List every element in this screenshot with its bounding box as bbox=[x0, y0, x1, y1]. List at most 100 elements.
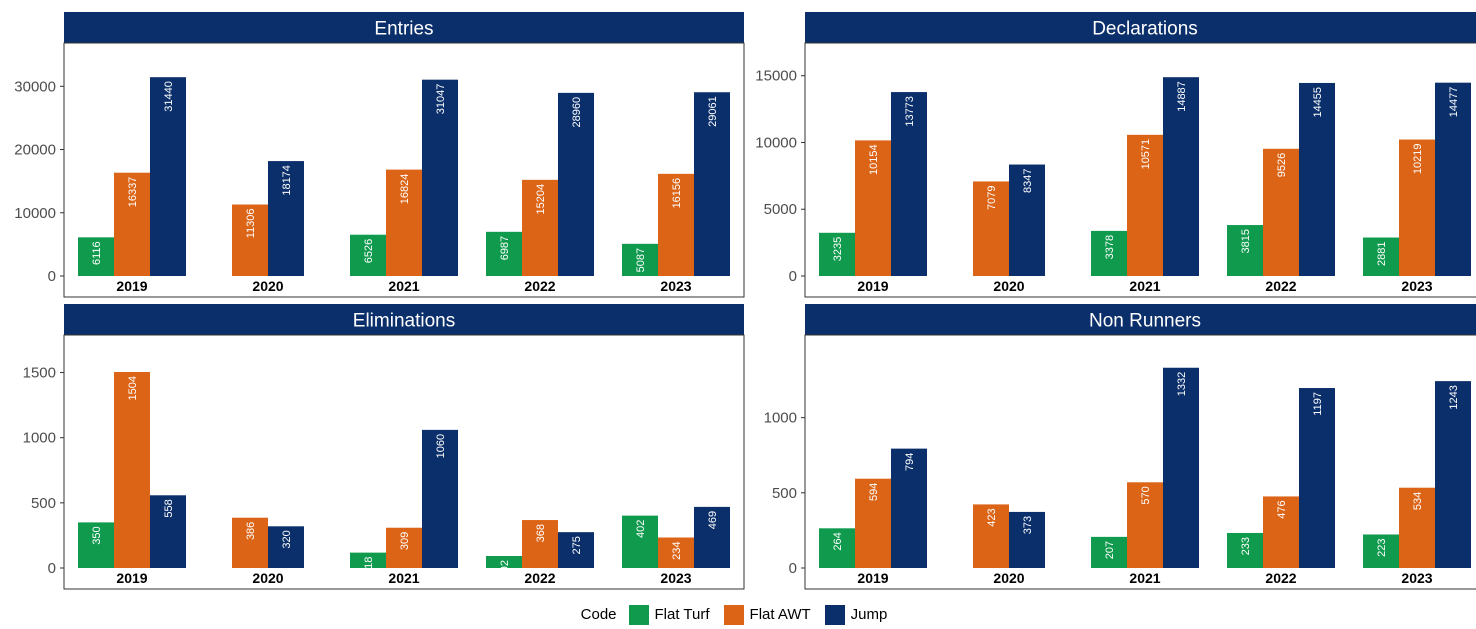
legend-label-flat-turf: Flat Turf bbox=[654, 606, 710, 623]
legend-swatch-jump bbox=[824, 604, 845, 625]
bar-jump-2022 bbox=[558, 92, 594, 276]
bar-jump-2023 bbox=[1435, 82, 1471, 276]
bar-jump-2019 bbox=[891, 448, 927, 568]
bar-flat-turf-2023 bbox=[1363, 237, 1399, 276]
x-tick-label-2023: 2023 bbox=[660, 278, 691, 294]
bar-flat-turf-2023 bbox=[622, 515, 658, 568]
data-label-flat-turf-2023: 2881 bbox=[1376, 242, 1388, 266]
x-tick-label-2020: 2020 bbox=[252, 278, 283, 294]
bar-jump-2022 bbox=[558, 532, 594, 568]
bar-flat-awt-2021 bbox=[386, 169, 422, 276]
data-label-jump-2019: 794 bbox=[904, 453, 916, 471]
x-tick-label-2022: 2022 bbox=[524, 278, 555, 294]
data-label-jump-2023: 1243 bbox=[1448, 385, 1460, 409]
data-label-flat-awt-2019: 1504 bbox=[127, 376, 139, 400]
panel-declarations: Declarations 0 5000 10000 15000 3235 10154 1377… bbox=[755, 12, 1476, 298]
y-tick-label-1500: 1500 bbox=[23, 365, 56, 382]
bar-flat-awt-2020 bbox=[232, 517, 268, 568]
x-tick-label-2023: 2023 bbox=[1401, 570, 1432, 586]
legend-swatch-flat-awt bbox=[723, 604, 744, 625]
bar-jump-2020 bbox=[1009, 164, 1045, 276]
bar-flat-turf-2021 bbox=[350, 234, 386, 276]
panel-title-eliminations: Eliminations bbox=[353, 311, 455, 332]
data-label-flat-turf-2021: 207 bbox=[1104, 541, 1116, 559]
legend-label-jump: Jump bbox=[850, 606, 888, 623]
legend-title: Code bbox=[580, 606, 617, 623]
y-tick-label-500: 500 bbox=[31, 495, 56, 512]
y-tick-label-0: 0 bbox=[789, 560, 797, 577]
data-label-jump-2022: 14455 bbox=[1312, 87, 1324, 118]
bar-flat-turf-2019 bbox=[78, 237, 114, 276]
bar-flat-awt-2023 bbox=[1399, 139, 1435, 276]
y-tick-label-1000: 1000 bbox=[764, 410, 797, 427]
data-label-flat-awt-2019: 10154 bbox=[868, 144, 880, 175]
data-label-flat-turf-2021: 6526 bbox=[363, 239, 375, 263]
bar-flat-turf-2021 bbox=[350, 552, 386, 568]
bar-flat-turf-2022 bbox=[486, 556, 522, 568]
bar-jump-2023 bbox=[694, 506, 730, 568]
data-label-jump-2021: 1060 bbox=[435, 434, 447, 458]
legend-label-flat-awt: Flat AWT bbox=[749, 606, 811, 623]
bar-jump-2023 bbox=[694, 92, 730, 277]
data-label-flat-awt-2023: 534 bbox=[1412, 492, 1424, 510]
x-tick-label-2022: 2022 bbox=[1265, 570, 1296, 586]
bar-flat-awt-2022 bbox=[522, 179, 558, 276]
data-label-flat-awt-2023: 234 bbox=[671, 542, 683, 560]
data-label-flat-awt-2020: 423 bbox=[986, 508, 998, 526]
data-label-flat-awt-2022: 9526 bbox=[1276, 153, 1288, 177]
bar-flat-turf-2022 bbox=[1227, 225, 1263, 276]
y-tick-label-0: 0 bbox=[789, 268, 797, 285]
data-label-flat-awt-2022: 15204 bbox=[535, 184, 547, 215]
data-label-flat-turf-2019: 6116 bbox=[91, 241, 103, 265]
bar-flat-awt-2022 bbox=[1263, 148, 1299, 276]
x-tick-label-2023: 2023 bbox=[660, 570, 691, 586]
legend-swatch-flat-turf bbox=[628, 604, 649, 625]
data-label-flat-turf-2023: 223 bbox=[1376, 538, 1388, 556]
bar-jump-2022 bbox=[1299, 82, 1335, 276]
bar-flat-turf-2023 bbox=[1363, 534, 1399, 568]
bar-flat-awt-2019 bbox=[855, 140, 891, 276]
data-label-jump-2020: 8347 bbox=[1022, 169, 1034, 193]
data-label-jump-2020: 373 bbox=[1022, 516, 1034, 534]
bar-flat-turf-2021 bbox=[1091, 536, 1127, 568]
data-label-flat-turf-2022: 92 bbox=[499, 560, 511, 572]
data-label-flat-awt-2021: 309 bbox=[399, 532, 411, 550]
x-tick-label-2019: 2019 bbox=[116, 278, 147, 294]
x-tick-label-2021: 2021 bbox=[1129, 278, 1160, 294]
bar-jump-2021 bbox=[1163, 77, 1199, 276]
data-label-flat-awt-2020: 11306 bbox=[245, 209, 257, 239]
panel-border bbox=[63, 334, 745, 590]
y-tick-label-1000: 1000 bbox=[23, 430, 56, 447]
y-tick-label-5000: 5000 bbox=[764, 201, 797, 218]
panel-border bbox=[63, 42, 745, 298]
data-label-jump-2021: 31047 bbox=[435, 84, 447, 115]
data-label-flat-awt-2019: 594 bbox=[868, 483, 880, 501]
x-tick-label-2022: 2022 bbox=[1265, 278, 1296, 294]
strip-eliminations bbox=[64, 304, 744, 335]
data-label-jump-2020: 320 bbox=[281, 530, 293, 548]
data-label-jump-2019: 558 bbox=[163, 499, 175, 517]
data-label-jump-2023: 29061 bbox=[707, 96, 719, 127]
bar-jump-2019 bbox=[150, 495, 186, 568]
bar-jump-2021 bbox=[1163, 367, 1199, 568]
y-tick-label-10000: 10000 bbox=[14, 205, 56, 222]
x-tick-label-2021: 2021 bbox=[388, 278, 419, 294]
strip-non-runners bbox=[805, 304, 1476, 335]
panel-non-runners: Non Runners 0 500 1000 264 594 794 2019 423 373 20… bbox=[764, 304, 1476, 590]
legend: Code Flat Turf Flat AWT Jump bbox=[0, 600, 1476, 629]
bar-flat-awt-2021 bbox=[1127, 134, 1163, 276]
panel-title-entries: Entries bbox=[374, 19, 433, 40]
data-label-flat-awt-2023: 10219 bbox=[1412, 144, 1424, 175]
x-tick-label-2021: 2021 bbox=[1129, 570, 1160, 586]
data-label-flat-turf-2022: 233 bbox=[1240, 537, 1252, 555]
data-label-flat-turf-2023: 5087 bbox=[635, 248, 647, 272]
data-label-flat-awt-2020: 7079 bbox=[986, 185, 998, 209]
bar-flat-turf-2021 bbox=[1091, 230, 1127, 276]
bar-flat-awt-2022 bbox=[1263, 496, 1299, 568]
data-label-flat-turf-2021: 3378 bbox=[1104, 235, 1116, 259]
bar-flat-turf-2023 bbox=[622, 243, 658, 276]
bar-flat-awt-2019 bbox=[855, 478, 891, 568]
data-label-flat-turf-2023: 402 bbox=[635, 520, 647, 538]
strip-declarations bbox=[805, 12, 1476, 43]
